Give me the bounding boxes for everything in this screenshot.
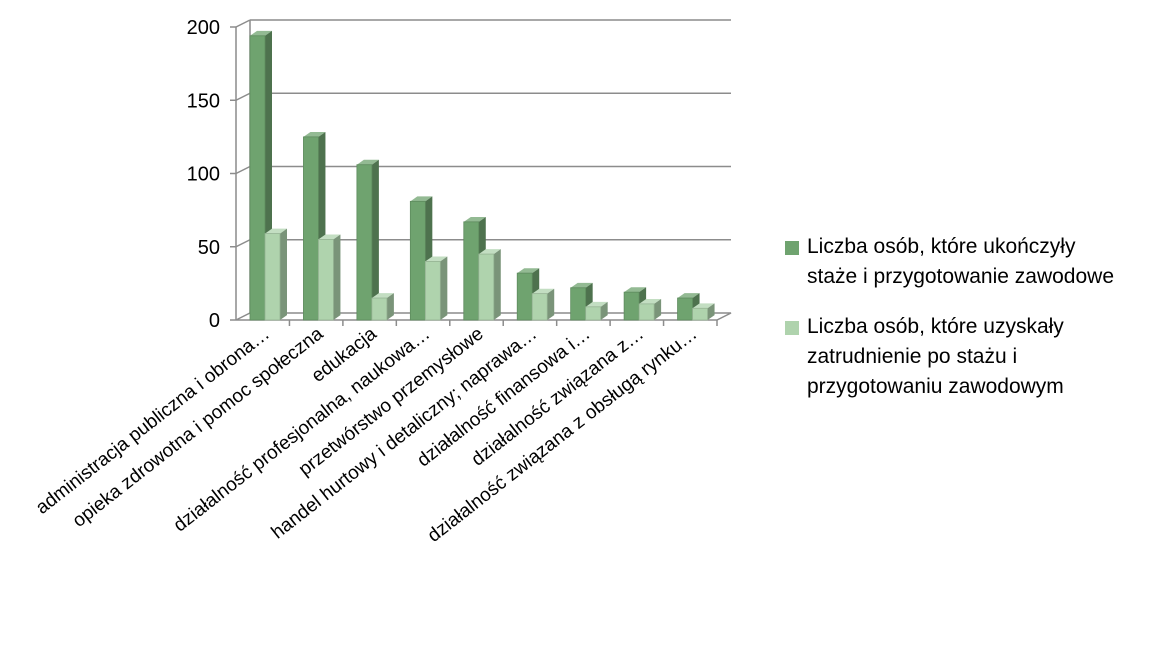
legend: Liczba osób, które ukończyły staże i prz… <box>785 232 1165 422</box>
bar-series-1-3 <box>356 159 379 321</box>
bar-series-2-5 <box>478 249 501 321</box>
legend-label-series-1-line-1: Liczba osób, które ukończyły <box>807 235 1076 258</box>
bar-series-2-3 <box>371 293 394 321</box>
legend-label-series-2-line-1: Liczba osób, które uzyskały <box>807 315 1064 338</box>
y-tick-label: 100 <box>187 164 220 186</box>
gridline-diagonal <box>235 239 251 248</box>
bar-series-2-4 <box>424 256 448 321</box>
bar-series-2-1 <box>264 228 287 321</box>
x-axis-labels: administracja publiczna i obrona…opieka … <box>32 320 718 547</box>
legend-item-series-2: Liczba osób, które uzyskały zatrudnienie… <box>785 312 1165 402</box>
gridline-diagonal <box>235 165 251 175</box>
y-tick-label: 150 <box>187 90 220 112</box>
bar-series-2-7 <box>585 301 608 321</box>
bar-series-2-9 <box>692 303 715 321</box>
bar-series-2-6 <box>531 288 555 321</box>
bars <box>249 30 715 321</box>
legend-item-series-1: Liczba osób, które ukończyły staże i prz… <box>785 232 1165 292</box>
legend-swatch-series-1 <box>785 241 799 255</box>
legend-label-series-1-line-2: staże i przygotowanie zawodowe <box>807 265 1115 288</box>
y-tick-label: 200 <box>187 17 220 39</box>
gridline-diagonal <box>235 92 251 101</box>
bar-series-2-8 <box>638 298 662 321</box>
gridline-diagonal <box>235 19 251 28</box>
legend-label-series-2-line-2: zatrudnienie po stażu i <box>807 345 1018 368</box>
y-tick-label: 0 <box>209 310 220 332</box>
legend-label-series-2-line-3: przygotowaniu zawodowym <box>807 375 1064 398</box>
bar-series-2-2 <box>318 234 341 321</box>
y-tick-label: 50 <box>198 237 220 259</box>
y-axis-ticks: 0 50 100 150 200 <box>187 17 236 332</box>
legend-swatch-series-2 <box>785 321 799 335</box>
